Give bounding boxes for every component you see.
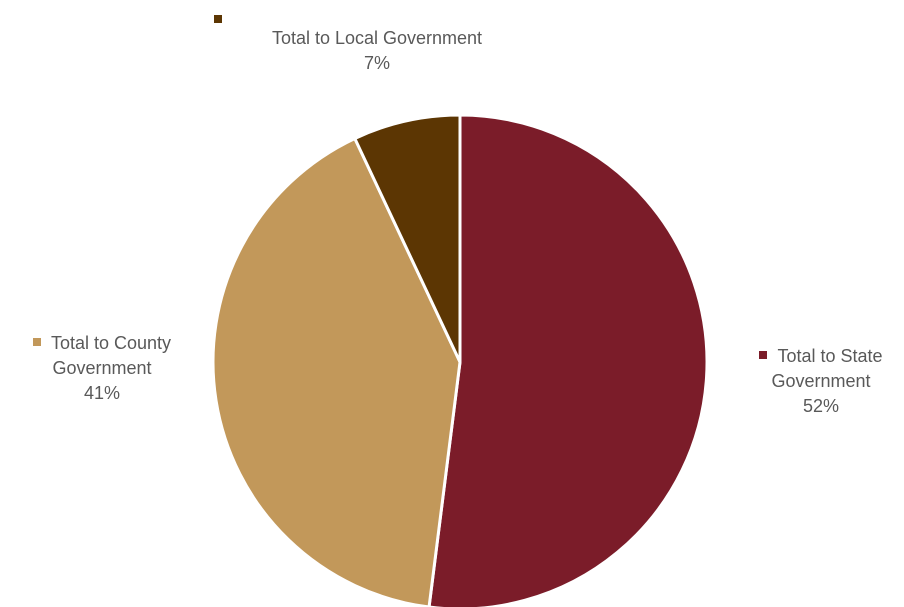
legend-key-local [214, 15, 222, 24]
label-state-name-line1: Total to State [777, 346, 883, 366]
label-local-name: Total to Local Government [271, 28, 483, 48]
slice-local [353, 113, 462, 364]
label-state-percent: 52% [802, 396, 840, 416]
legend-key-state [759, 351, 768, 360]
slice-state [427, 113, 709, 607]
label-local-percent: 7% [363, 53, 390, 73]
label-county-name-line1: Total to County [50, 333, 172, 353]
label-county-name-line2: Government [52, 358, 152, 378]
label-state-name-line2: Government [771, 371, 871, 391]
label-county-percent: 41% [83, 383, 121, 403]
slice-county [211, 137, 462, 607]
label-local: Total to Local Government 7% [212, 8, 542, 76]
legend-key-county [32, 338, 41, 347]
label-state: Total to State Government 52% [735, 344, 904, 419]
label-county: Total to County Government 41% [4, 331, 200, 406]
